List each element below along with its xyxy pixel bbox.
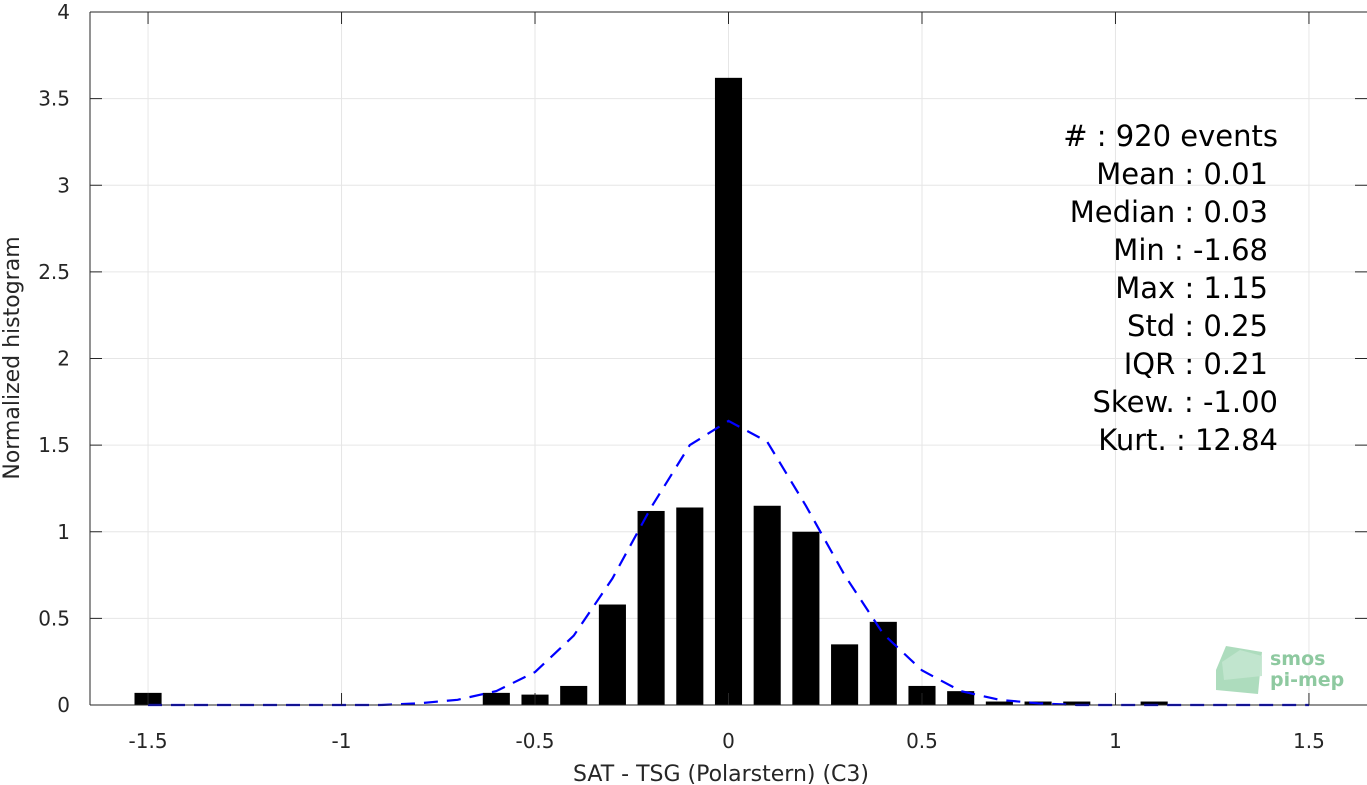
histogram-bar — [792, 531, 820, 705]
stat-min: Min : -1.68 — [1113, 233, 1268, 267]
x-tick-label: 1.5 — [1293, 729, 1325, 753]
stat-count: # : 920 events — [1063, 119, 1278, 153]
stat-median: Median : 0.03 — [1070, 195, 1268, 229]
histogram-bar — [637, 510, 665, 705]
histogram-bar — [831, 644, 859, 705]
y-tick-label: 3 — [57, 173, 70, 197]
histogram-bar — [753, 505, 781, 705]
y-tick-label: 4 — [57, 0, 70, 24]
x-tick-label: 1 — [1109, 729, 1122, 753]
histogram-bar — [947, 691, 975, 705]
stat-skew: Skew. : -1.00 — [1092, 385, 1278, 419]
stat-std: Std : 0.25 — [1127, 309, 1268, 343]
y-tick-label: 0 — [57, 693, 70, 717]
histogram-bar — [560, 685, 588, 705]
histogram-bar — [676, 507, 704, 705]
x-tick-labels: -1.5 -1 -0.5 0 0.5 1 1.5 — [129, 729, 1325, 753]
stats-annotation: # : 920 events Mean : 0.01 Median : 0.03… — [1063, 119, 1278, 457]
stat-max: Max : 1.15 — [1115, 271, 1268, 305]
y-tick-label: 0.5 — [38, 606, 70, 630]
x-axis-label: SAT - TSG (Polarstern) (C3) — [573, 762, 869, 785]
y-axis-label: Normalized histogram — [0, 236, 25, 479]
y-tick-label: 1.5 — [38, 433, 70, 457]
histogram-bar — [598, 604, 626, 705]
histogram-bar — [1140, 701, 1168, 705]
histogram-bar — [482, 692, 510, 705]
bars — [134, 77, 1168, 705]
x-tick-label: -1 — [332, 729, 352, 753]
histogram-bar — [714, 77, 743, 705]
stat-kurt: Kurt. : 12.84 — [1098, 423, 1278, 457]
smos-pimep-logo: smos pi-mep — [1216, 646, 1344, 694]
histogram-bar — [1063, 701, 1091, 705]
logo-text-pimep: pi-mep — [1270, 669, 1344, 691]
y-tick-labels: 0 0.5 1 1.5 2 2.5 3 3.5 4 — [38, 0, 70, 717]
x-tick-label: -1.5 — [129, 729, 168, 753]
logo-text-smos: smos — [1270, 648, 1325, 670]
histogram-bar — [985, 701, 1013, 705]
x-tick-label: 0 — [722, 729, 735, 753]
stat-mean: Mean : 0.01 — [1096, 157, 1268, 191]
x-tick-label: -0.5 — [515, 729, 554, 753]
y-tick-label: 2 — [57, 347, 70, 371]
histogram-bar — [869, 621, 897, 705]
y-tick-label: 3.5 — [38, 87, 70, 111]
logo-wave-icon-2 — [1222, 650, 1262, 680]
stat-iqr: IQR : 0.21 — [1124, 347, 1268, 381]
y-tick-label: 2.5 — [38, 260, 70, 284]
x-tick-label: 0.5 — [906, 729, 938, 753]
y-tick-label: 1 — [57, 520, 70, 544]
axes — [89, 11, 1367, 706]
